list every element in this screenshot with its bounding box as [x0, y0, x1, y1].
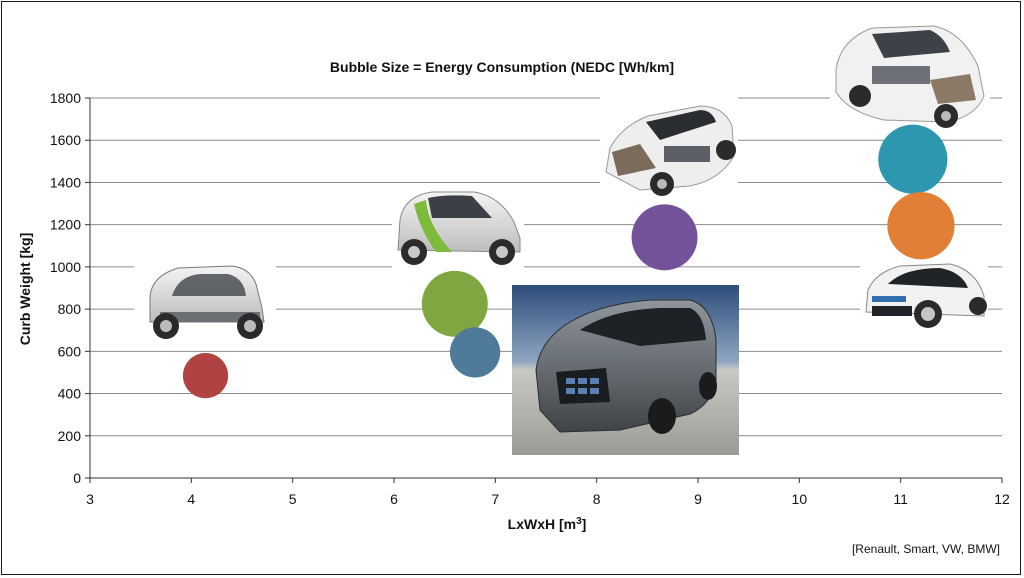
y-tick-label: 1400	[50, 174, 81, 190]
y-tick-label: 1800	[50, 90, 81, 106]
x-tick-label: 7	[491, 491, 499, 507]
axes: 0 200 400 600 800 1000 1200 1400 1600 1800 3 4 5 6 7 8 9…	[50, 90, 1010, 507]
y-tick-label: 600	[58, 343, 82, 359]
bubble-point-3	[449, 327, 501, 378]
x-axis-title-text: LxWxH [m	[508, 516, 576, 532]
x-tick-label: 4	[187, 491, 195, 507]
x-tick-label: 10	[792, 491, 808, 507]
smart-fortwo-ed-image	[392, 186, 524, 268]
vw-e-golf-cutaway-image	[830, 20, 990, 128]
x-axis-title-suffix: ]	[582, 516, 587, 532]
bubble-point-5	[878, 124, 948, 194]
y-axis-title: Curb Weight [kg]	[17, 233, 33, 346]
bubble-point-2	[421, 270, 488, 337]
y-tick-label: 200	[58, 428, 82, 444]
bubble-point-1	[182, 352, 229, 399]
bubble-point-4	[631, 204, 698, 271]
chart-title: Bubble Size = Energy Consumption (NEDC […	[330, 59, 674, 75]
y-tick-label: 1600	[50, 132, 81, 148]
y-tick-label: 800	[58, 301, 82, 317]
bmw-i3-image	[860, 258, 988, 336]
x-tick-label: 5	[289, 491, 297, 507]
x-tick-label: 8	[593, 491, 601, 507]
y-tick-label: 1200	[50, 217, 81, 233]
vw-e-up-cutaway-image	[600, 96, 738, 204]
x-tick-label: 12	[994, 491, 1010, 507]
bubbles	[182, 124, 955, 399]
x-tick-label: 11	[893, 491, 908, 507]
x-tick-label: 9	[694, 491, 702, 507]
x-axis-title: LxWxH [m3]	[508, 516, 587, 533]
y-tick-label: 400	[58, 386, 82, 402]
renault-twizy-image	[134, 262, 276, 346]
y-tick-label: 1000	[50, 259, 81, 275]
source-note: [Renault, Smart, VW, BMW]	[852, 542, 1000, 556]
y-tick-label: 0	[73, 470, 81, 486]
x-axis-title-superscript: 3	[576, 516, 582, 527]
x-tick-label: 3	[86, 491, 94, 507]
prototype-vehicle-image	[512, 285, 739, 455]
bubble-point-6	[887, 192, 955, 260]
x-tick-label: 6	[390, 491, 398, 507]
